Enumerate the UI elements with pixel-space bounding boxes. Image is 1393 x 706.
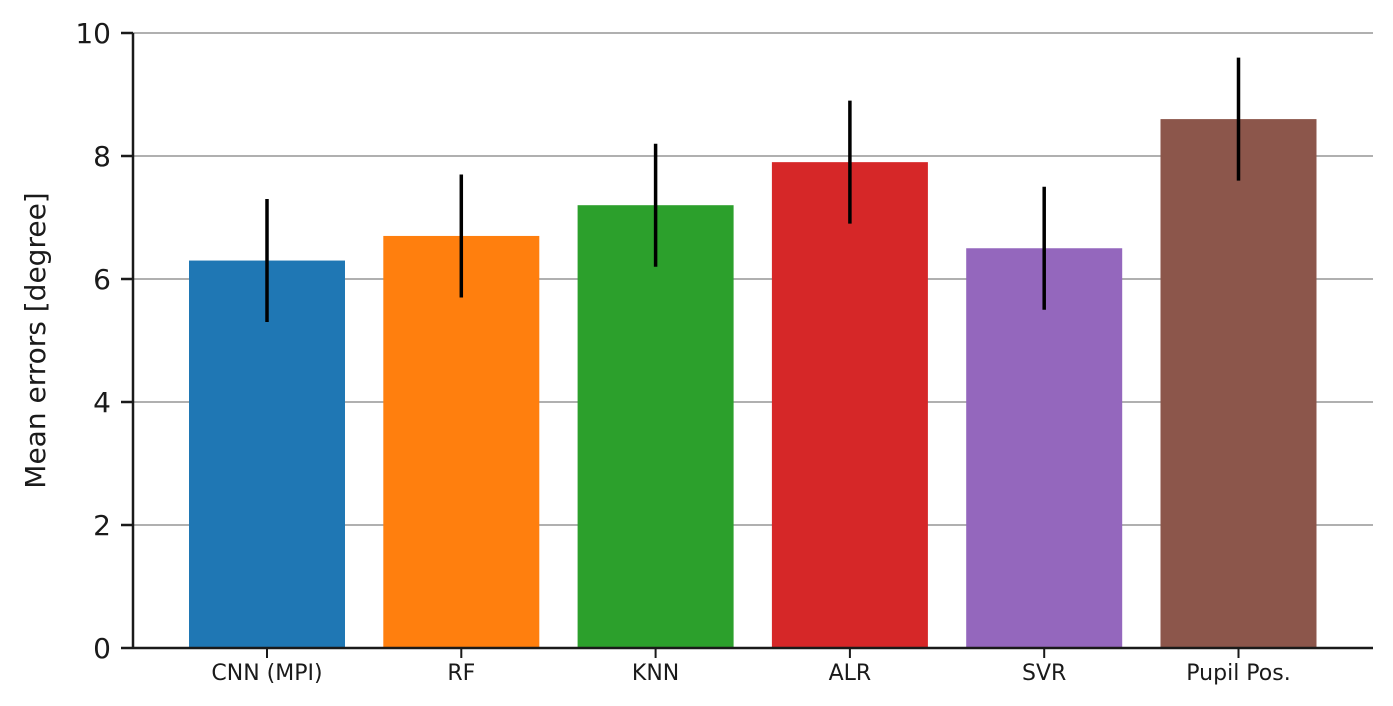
y-ticks: 0 2 4 6 8 10 [75, 17, 133, 665]
error-bars [265, 57, 1241, 323]
x-tick-label-3: ALR [829, 661, 872, 686]
bar-5 [1160, 119, 1317, 649]
x-tick-label-5: Pupil Pos. [1186, 661, 1290, 686]
y-tick-label-0: 0 [93, 632, 111, 665]
x-tick-label-4: SVR [1022, 661, 1066, 686]
bar-1 [383, 235, 540, 648]
bar-3 [771, 162, 928, 648]
bar-2 [577, 205, 734, 648]
bar-4 [966, 248, 1123, 648]
x-tick-label-0: CNN (MPI) [211, 661, 322, 686]
bar-0 [189, 260, 345, 648]
x-tick-label-2: KNN [632, 661, 679, 686]
axes [131, 33, 1373, 650]
y-tick-label-4: 8 [93, 140, 111, 173]
x-ticks: CNN (MPI) RF KNN ALR SVR Pupil Pos. [211, 648, 1291, 686]
y-tick-label-3: 6 [93, 263, 111, 296]
y-tick-label-2: 4 [93, 386, 111, 419]
bars [189, 119, 1317, 649]
x-tick-label-1: RF [447, 661, 475, 686]
y-tick-label-5: 10 [75, 17, 111, 50]
y-axis-title: Mean errors [degree] [19, 192, 52, 488]
y-tick-label-1: 2 [93, 509, 111, 542]
